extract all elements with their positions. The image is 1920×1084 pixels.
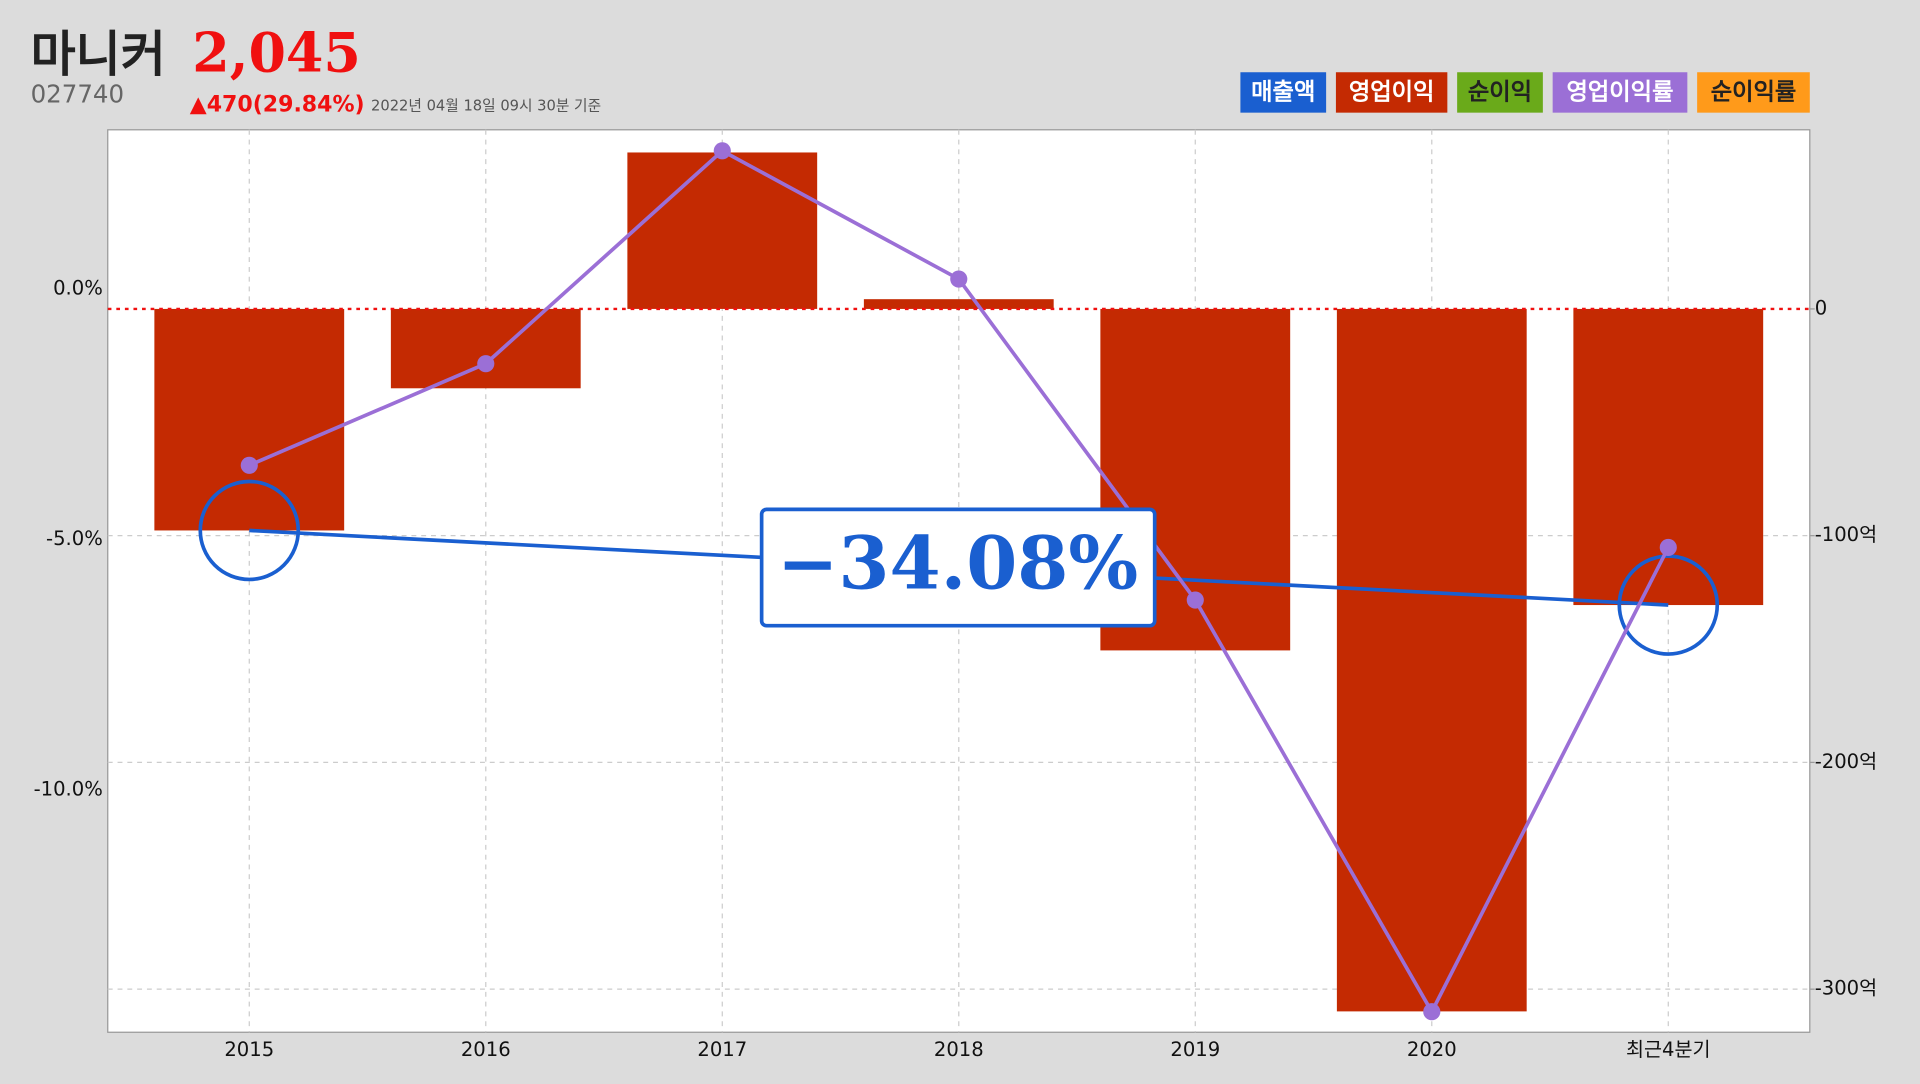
bar (390, 308, 581, 389)
x-tick-label: 2016 (461, 1038, 511, 1061)
legend-swatch (1697, 72, 1810, 113)
legend-label: 순이익률 (1711, 79, 1797, 106)
y-tick-label: 0.0% (53, 277, 103, 300)
bar (863, 299, 1054, 309)
stock-name: 마니커 (31, 26, 166, 83)
legend-swatch (1552, 72, 1688, 113)
price-change: ▲470(29.84%) (190, 92, 365, 117)
bar (154, 308, 345, 531)
bar (1573, 308, 1764, 606)
y-tick-label: -5.0% (46, 527, 103, 550)
legend-swatch (1457, 72, 1543, 113)
annotation-circle (1617, 554, 1720, 656)
legend-swatch (1240, 72, 1327, 113)
stock-price: 2,045 (192, 21, 361, 85)
y2-tick-label: -200억 (1815, 750, 1877, 773)
y2-tick-label: -100억 (1815, 523, 1877, 546)
x-tick-label: 최근4분기 (1626, 1038, 1711, 1061)
line-point (240, 456, 258, 474)
x-tick-label: 2018 (934, 1038, 984, 1061)
x-tick-label: 2020 (1407, 1038, 1457, 1061)
x-tick-label: 2017 (697, 1038, 747, 1061)
annotation-text: −34.08% (777, 520, 1138, 606)
y2-tick-label: 0 (1815, 296, 1827, 319)
line-point (713, 142, 731, 160)
legend-label: 순이익 (1468, 79, 1532, 106)
line-point (1659, 538, 1677, 557)
annotation-box (759, 507, 1157, 628)
stock-code: 027740 (31, 80, 124, 109)
line-point (950, 270, 968, 288)
y-tick-label: -10.0% (34, 777, 103, 800)
line-point (1423, 1003, 1441, 1021)
legend-swatch (1335, 72, 1448, 113)
legend-label: 매출액 (1251, 79, 1315, 106)
timestamp: 2022년 04월 18일 09시 30분 기준 (371, 98, 601, 115)
x-tick-label: 2019 (1170, 1038, 1220, 1061)
legend-label: 영업이익률 (1567, 79, 1674, 106)
legend-label: 영업이익 (1349, 79, 1435, 106)
annotation-circle (198, 479, 301, 582)
y2-tick-label: -300억 (1815, 977, 1877, 1000)
bar (627, 152, 818, 309)
bar (1336, 308, 1527, 1012)
line-point (1186, 591, 1204, 609)
x-tick-label: 2015 (224, 1038, 274, 1061)
line-point (477, 355, 495, 373)
